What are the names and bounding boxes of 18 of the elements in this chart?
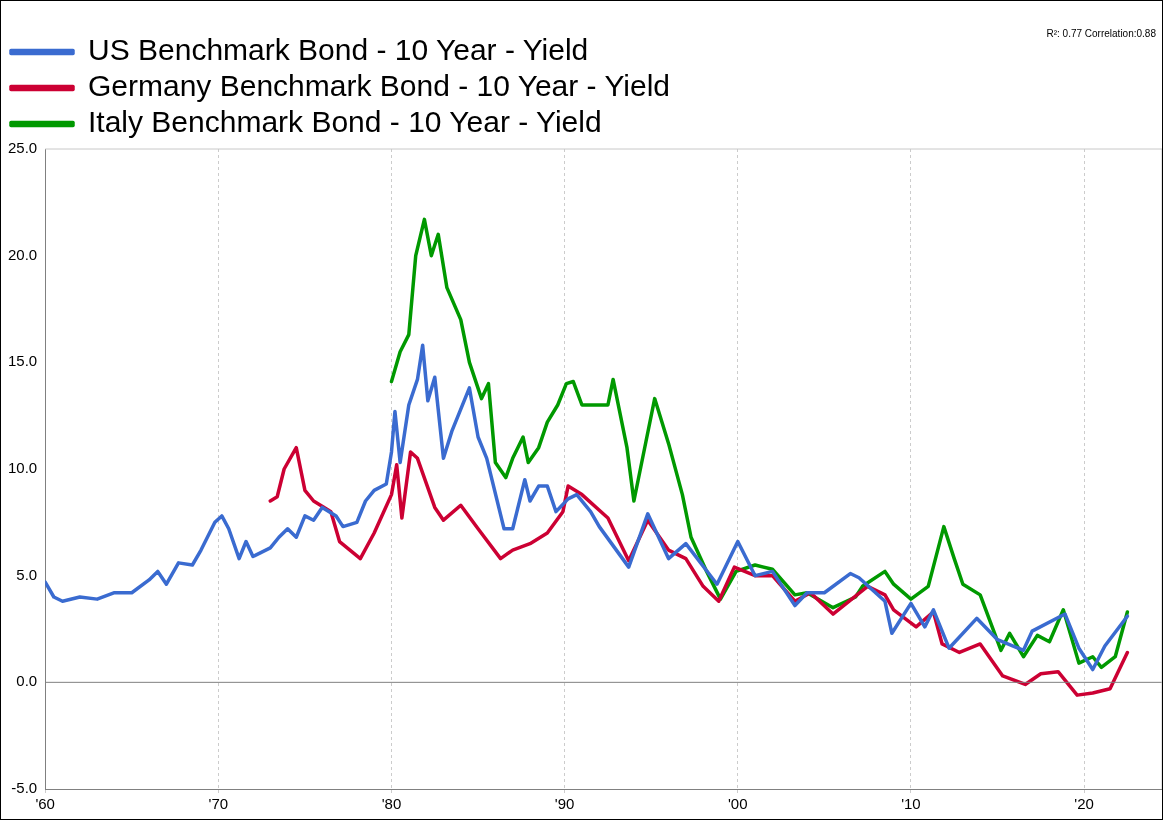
x-tick-label: '60	[35, 795, 55, 813]
text: R²: 0.77 Correlation:0.88	[1046, 27, 1157, 39]
y-tick-label: 0.0	[16, 672, 38, 690]
y-tick-label: 10.0	[7, 459, 38, 477]
x-tick-label: '10	[901, 795, 921, 813]
y-tick-label: 15.0	[7, 352, 38, 370]
legend-label: US Benchmark Bond - 10 Year - Yield	[88, 33, 589, 67]
x-tick-label: '00	[728, 795, 748, 813]
y-tick-label: -5.0	[11, 779, 38, 797]
x-tick-label: '80	[381, 795, 402, 813]
y-tick-label: 25.0	[7, 139, 38, 157]
legend-label: Germany Benchmark Bond - 10 Year - Yield	[88, 69, 670, 103]
y-tick-label: 5.0	[16, 565, 38, 583]
x-tick-label: '70	[208, 795, 229, 813]
y-tick-label: 20.0	[7, 245, 38, 263]
x-tick-label: '90	[554, 795, 575, 813]
x-tick-label: '20	[1074, 795, 1094, 813]
legend-label: Italy Benchmark Bond - 10 Year - Yield	[88, 105, 602, 139]
